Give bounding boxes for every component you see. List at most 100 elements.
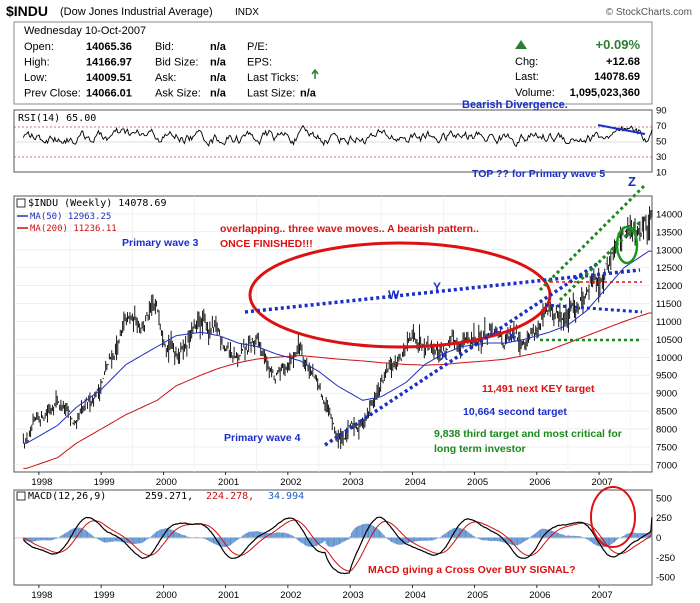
macd-signal-value: 224.278,: [206, 491, 254, 502]
price-tick-label: 14000: [656, 209, 682, 220]
price-tick-label: 8500: [656, 407, 677, 418]
quote-cell-0-0: Open:: [24, 41, 54, 53]
quote-cell-0-4: P/E:: [247, 41, 268, 53]
price-tick-label: 13000: [656, 245, 682, 256]
green-channel-upper: [538, 183, 647, 292]
quote-cell-0-2: Bid:: [155, 41, 174, 53]
x-tick-label: 2000: [156, 477, 177, 488]
last-label: Last:: [515, 71, 539, 83]
macd-panel: 500 250 0 -250 -500 MACD(12,26,9) 259.271, 2…: [13, 486, 675, 586]
green-channel-lower: [558, 220, 642, 302]
price-legend-title: $INDU (Weekly) 14078.69: [28, 198, 166, 209]
macd-tick-label: 250: [656, 513, 672, 524]
exchange: INDX: [235, 7, 259, 18]
rsi-axis: 90 70 50 30 10: [656, 106, 667, 179]
price-tick-label: 10500: [656, 335, 682, 346]
ma200-line: [23, 312, 652, 469]
rsi-tick-label: 90: [656, 106, 667, 117]
rsi-divergence-line: [597, 124, 646, 135]
price-tick-label: 7500: [656, 442, 677, 453]
rsi-annotation: Bearish Divergence.: [462, 99, 568, 111]
rsi-tick-label: 50: [656, 137, 667, 148]
quote-cell-1-0: High:: [24, 57, 50, 69]
z-label: Z: [628, 174, 636, 189]
x-tick-label: 1998: [31, 590, 52, 601]
price-tick-label: 12500: [656, 263, 682, 274]
price-tick-label: 11000: [656, 317, 682, 328]
quote-cell-3-4: Last Size:: [247, 88, 295, 100]
rsi-panel: RSI(14) 65.00 Bearish Divergence. 90 70 50…: [13, 99, 667, 179]
quote-cell-2-1: 14009.51: [86, 72, 132, 84]
price-tick-label: 13500: [656, 227, 682, 238]
target3-text-1: 9,838 third target and most critical for: [434, 428, 622, 440]
rsi-frame: [13, 109, 653, 173]
price-legend: $INDU (Weekly) 14078.69 MA(50) 12963.25 …: [16, 198, 166, 234]
macd-signal-line: [23, 519, 653, 572]
rsi-tick-label: 30: [656, 152, 667, 163]
last-value: 14078.69: [594, 71, 640, 83]
symbol: $INDU: [6, 3, 48, 19]
w-label: W: [388, 288, 400, 302]
quote-cell-0-3: n/a: [210, 41, 227, 53]
quote-cell-3-0: Prev Close:: [24, 88, 81, 100]
x-tick-label: 2002: [280, 590, 301, 601]
macd-hist-value: 34.994: [268, 491, 304, 502]
x-tick-label: 2004: [405, 590, 426, 601]
quote-cell-2-3: n/a: [210, 72, 227, 84]
price-panel: 14000 13500 13000 12500 12000 11500 11000 10500…: [13, 168, 682, 473]
price-tick-label: 7000: [656, 460, 677, 471]
volume-label: Volume:: [515, 87, 555, 99]
volume-value: 1,095,023,360: [570, 87, 640, 99]
top-annotation: TOP ?? for Primary wave 5: [472, 168, 605, 180]
quote-cell-2-4: Last Ticks:: [247, 72, 299, 84]
x-tick-label: 2005: [467, 477, 488, 488]
target1-text: 11,491 next KEY target: [482, 383, 595, 395]
x-tick-label: 2007: [592, 590, 613, 601]
quote-cell-2-0: Low:: [24, 72, 47, 84]
x-tick-label: 2004: [405, 477, 426, 488]
x-tick-label: 2003: [343, 477, 364, 488]
quote-cell-0-1: 14065.36: [86, 41, 132, 53]
rsi-title: RSI(14) 65.00: [18, 113, 96, 124]
overlap-text-1: overlapping.. three wave moves.. A beari…: [220, 223, 479, 235]
x-tick-label: 2007: [592, 477, 613, 488]
price-bars: [22, 206, 653, 450]
ma50-line: [23, 250, 652, 444]
price-tick-label: 8000: [656, 424, 677, 435]
wave-trendline-high: [244, 268, 641, 314]
price-grid: [14, 196, 652, 472]
target3-text-2: long term investor: [434, 443, 526, 455]
quote-cell-1-1: 14166.97: [86, 57, 132, 69]
x-tick-label: 2002: [280, 477, 301, 488]
target-line-10664: [544, 303, 643, 314]
macd-tick-label: -250: [656, 553, 675, 564]
price-tick-label: 12000: [656, 281, 682, 292]
x-tick-label: 1999: [94, 477, 115, 488]
macd-tick-label: -500: [656, 573, 675, 584]
quote-cell-3-2: Ask Size:: [155, 88, 201, 100]
header: $INDU (Dow Jones Industrial Average) IND…: [6, 3, 692, 105]
up-arrow-icon: [515, 40, 527, 49]
macd-annotation: MACD giving a Cross Over BUY SIGNAL?: [368, 564, 576, 576]
quote-cell-2-2: Ask:: [155, 72, 176, 84]
rsi-series-line: [22, 125, 653, 147]
wave-trendline-low: [324, 260, 601, 447]
overlap-text-2: ONCE FINISHED!!!: [220, 238, 313, 250]
price-axis: 14000 13500 13000 12500 12000 11500 11000 10500…: [656, 209, 682, 471]
macd-line: [22, 516, 653, 575]
macd-axis: 500 250 0 -250 -500: [656, 493, 675, 583]
macd-title: MACD(12,26,9): [28, 491, 106, 502]
quote-cell-3-5: n/a: [300, 88, 317, 100]
x-tick-label: 2001: [218, 590, 239, 601]
x-tick-label: 1999: [94, 590, 115, 601]
x-tick-label: 2001: [218, 477, 239, 488]
wave3-label: Primary wave 3: [122, 237, 199, 249]
chg-label: Chg:: [515, 56, 538, 68]
macd-ellipse: [590, 486, 636, 548]
quote-cell-1-3: n/a: [210, 57, 227, 69]
last-tick-up-icon: [311, 68, 319, 79]
index-name: (Dow Jones Industrial Average): [60, 6, 213, 18]
target2-text: 10,664 second target: [463, 406, 567, 418]
